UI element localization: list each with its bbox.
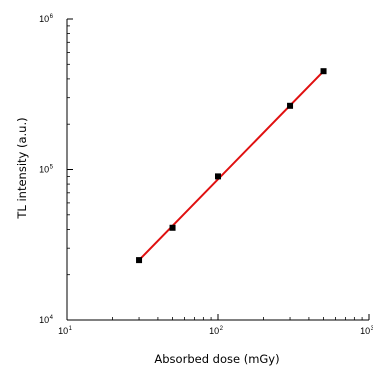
data-point [215,173,221,180]
y-tick-label: 106 [39,14,54,24]
x-tick-label: 103 [360,326,373,336]
y-tick-label: 105 [39,165,54,175]
plot-area [66,19,369,321]
x-tick-exponent: 1 [69,326,73,332]
data-point [136,257,143,264]
y-tick-label: 104 [39,315,54,325]
y-axis: 104 105 106 [39,14,73,325]
data-points [136,68,327,264]
y-tick-exponent: 5 [50,165,54,171]
x-tick-label: 101 [58,326,73,336]
x-axis-title: Absorbed dose (mGy) [154,352,279,366]
fit-line-layer [138,70,325,262]
x-tick-exponent: 3 [371,326,373,332]
x-tick-label: 102 [209,326,224,336]
x-axis: 101 102 103 [58,314,373,336]
fit-line [138,70,325,262]
data-point [287,102,294,109]
y-tick-exponent: 4 [50,315,54,321]
y-axis-title: TL intensity (a.u.) [15,117,29,219]
data-point [320,68,327,75]
y-tick-exponent: 6 [50,14,54,20]
x-tick-exponent: 2 [220,326,224,332]
data-point [169,224,176,231]
